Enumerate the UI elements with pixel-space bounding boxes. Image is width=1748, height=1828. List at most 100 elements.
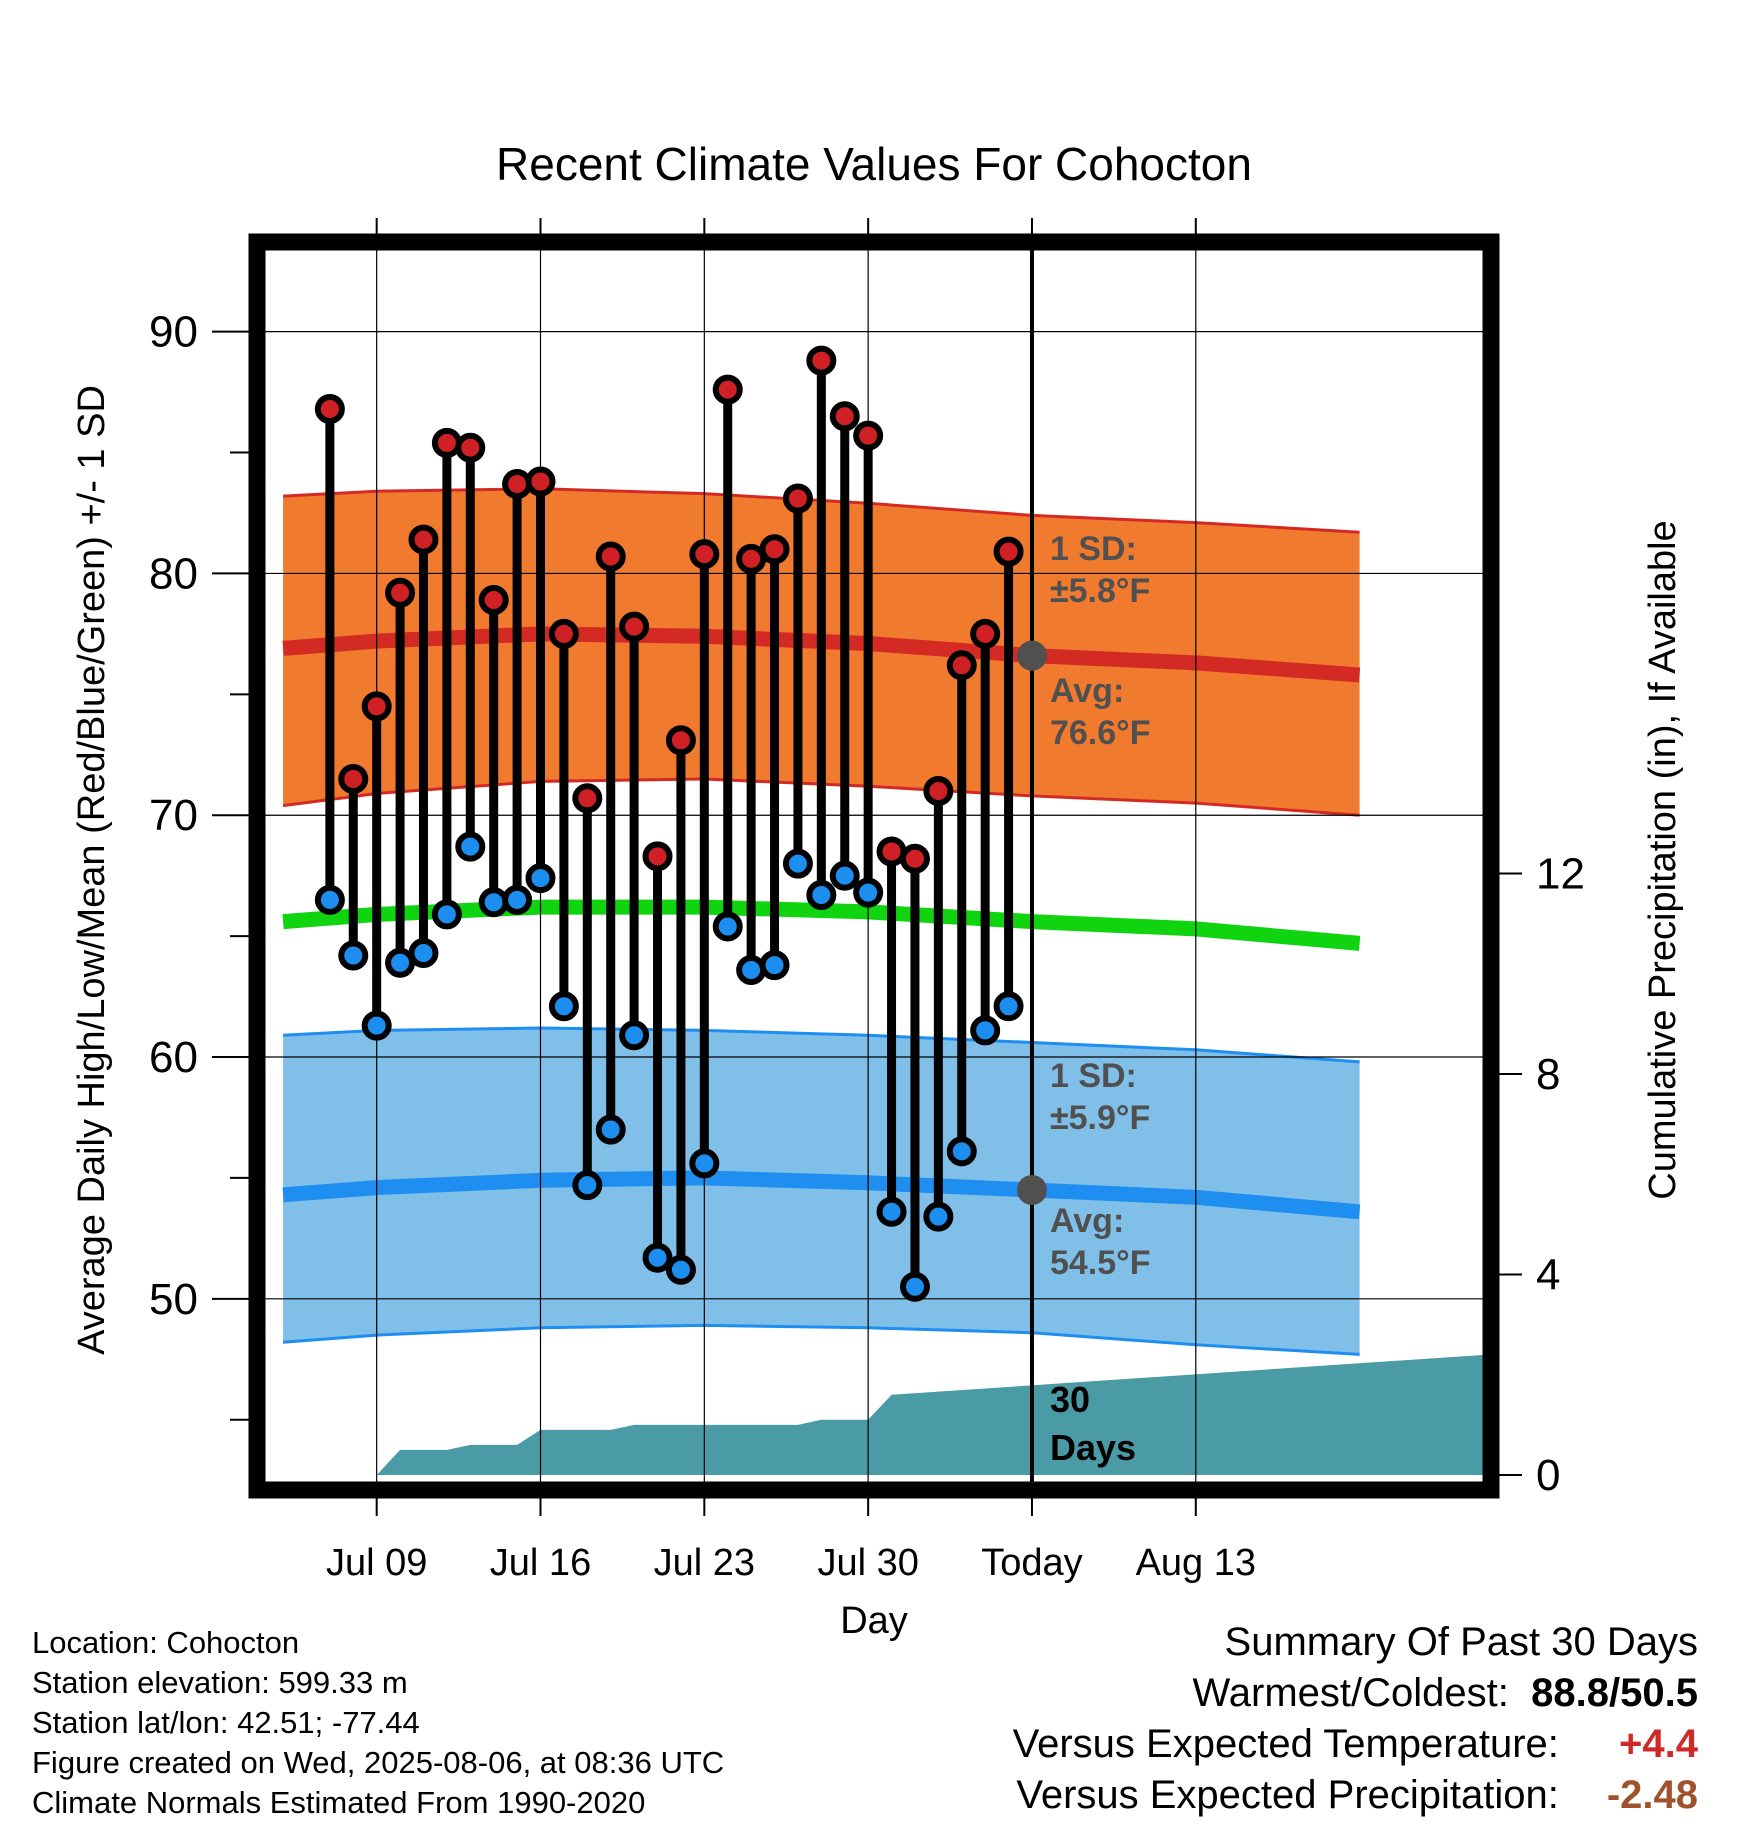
daily-low-point <box>548 991 579 1022</box>
daily-high-point <box>478 585 509 616</box>
daily-high-point <box>338 763 369 794</box>
latlon-text: Station lat/lon: 42.51; -77.44 <box>32 1705 420 1740</box>
x-axis-label: Day <box>840 1600 908 1642</box>
daily-high-point <box>829 401 860 432</box>
x-tick-label: Jul 23 <box>654 1542 755 1584</box>
daily-high-point <box>385 577 416 608</box>
today-avg-high-point <box>1016 640 1047 671</box>
daily-high-point <box>712 374 743 405</box>
daily-low-point <box>431 899 462 930</box>
x-tick-label: Jul 09 <box>326 1542 427 1584</box>
daily-low-point <box>361 1010 392 1041</box>
daily-low-point <box>455 831 486 862</box>
daily-low-point <box>665 1254 696 1285</box>
low-avg-label: Avg: <box>1050 1202 1124 1240</box>
low-sd-band <box>283 1028 1360 1355</box>
summary-precip-row: Versus Expected Precipitation: -2.48 <box>1013 1770 1698 1821</box>
daily-high-point <box>899 843 930 874</box>
daily-high-point <box>665 725 696 756</box>
low-lower-sd-line <box>282 1323 1360 1356</box>
daily-high-point <box>876 836 907 867</box>
summary-title: Summary Of Past 30 Days <box>1224 1620 1698 1664</box>
daily-high-point <box>853 420 884 451</box>
daily-high-point <box>408 524 439 555</box>
precip-days-number: 30 <box>1050 1379 1090 1420</box>
y-tick-label: 80 <box>149 549 198 598</box>
high-sd-value: ±5.8°F <box>1050 572 1150 610</box>
daily-low-point <box>385 947 416 978</box>
y2-tick-label: 12 <box>1536 850 1585 899</box>
plot-frame <box>248 233 1500 1499</box>
y-tick-label: 50 <box>149 1275 198 1324</box>
daily-high-point <box>314 394 345 425</box>
y-axis-label: Average Daily High/Low/Mean (Red/Blue/Gr… <box>71 385 113 1355</box>
daily-high-point <box>993 536 1024 567</box>
daily-low-point <box>314 884 345 915</box>
daily-low-point <box>829 860 860 891</box>
daily-high-point <box>923 776 954 807</box>
daily-low-point <box>993 991 1024 1022</box>
plot-area: 1 SD: ±5.8°F Avg: 76.6°F 1 SD: ±5.9°F Avg: 54.5… <box>262 247 1486 1485</box>
axes: 50 60 70 80 90 0 4 8 12 Jul 09 Jul 16 Jul 23 Jul 30 T… <box>149 218 1585 1584</box>
precip-area <box>376 1354 1486 1475</box>
daily-low-point <box>853 877 884 908</box>
daily-high-point <box>689 539 720 570</box>
daily-low-point <box>736 954 767 985</box>
daily-high-point <box>502 468 533 499</box>
summary-panel: Summary Of Past 30 Days Warmest/Coldest:… <box>1013 1617 1698 1821</box>
daily-low-point <box>408 938 439 969</box>
daily-low-point <box>689 1148 720 1179</box>
y-tick-label: 70 <box>149 791 198 840</box>
daily-high-point <box>642 841 673 872</box>
daily-high-point <box>759 534 790 565</box>
daily-high-point <box>572 783 603 814</box>
daily-high-point <box>806 345 837 376</box>
daily-low-point <box>595 1114 626 1145</box>
daily-low-point <box>923 1201 954 1232</box>
daily-low-point <box>338 940 369 971</box>
high-avg-label: Avg: <box>1050 672 1124 710</box>
daily-low-point <box>946 1136 977 1167</box>
y2-tick-label: 0 <box>1536 1451 1560 1500</box>
daily-low-point <box>502 884 533 915</box>
daily-high-point <box>525 466 556 497</box>
chart-title: Recent Climate Values For Cohocton <box>496 138 1252 190</box>
low-sd-label: 1 SD: <box>1050 1057 1137 1095</box>
low-upper-sd-line <box>283 1026 1360 1064</box>
daily-low-point <box>876 1196 907 1227</box>
daily-high-point <box>970 618 1001 649</box>
summary-temp-row: Versus Expected Temperature: +4.4 <box>1013 1719 1698 1770</box>
precip-days-label: Days <box>1050 1427 1136 1468</box>
low-avg-value: 54.5°F <box>1050 1244 1151 1282</box>
daily-high-point <box>431 427 462 458</box>
low-sd-value: ±5.9°F <box>1050 1099 1150 1137</box>
elevation-text: Station elevation: 599.33 m <box>32 1665 408 1700</box>
high-avg-value: 76.6°F <box>1050 714 1151 752</box>
y2-tick-label: 4 <box>1536 1250 1560 1299</box>
daily-low-point <box>899 1271 930 1302</box>
summary-warmest-row: Warmest/Coldest: 88.8/50.5 <box>1013 1668 1699 1719</box>
x-tick-label: Jul 30 <box>817 1542 918 1584</box>
daily-high-point <box>619 611 650 642</box>
normals-text: Climate Normals Estimated From 1990-2020 <box>32 1785 646 1820</box>
avg-low-line <box>282 1170 1361 1220</box>
daily-low-point <box>619 1020 650 1051</box>
y-tick-label: 60 <box>149 1033 198 1082</box>
today-avg-low-point <box>1016 1175 1047 1206</box>
warmest-value: 88.8/50.5 <box>1531 1671 1698 1715</box>
temp-label: Versus Expected Temperature: <box>1012 1722 1559 1766</box>
daily-low-point <box>782 848 813 879</box>
y-tick-label: 90 <box>149 308 198 357</box>
warmest-label: Warmest/Coldest: <box>1192 1671 1509 1715</box>
daily-low-point <box>572 1170 603 1201</box>
daily-high-point <box>736 543 767 574</box>
daily-high-point <box>548 618 579 649</box>
y2-axis-label: Cumulative Precipitation (in), If Availa… <box>1642 520 1684 1199</box>
daily-high-point <box>782 483 813 514</box>
precip-value: -2.48 <box>1606 1773 1698 1817</box>
precip-label: Versus Expected Precipitation: <box>1016 1773 1559 1817</box>
daily-high-point <box>595 541 626 572</box>
temp-value: +4.4 <box>1619 1722 1698 1766</box>
daily-low-point <box>478 887 509 918</box>
